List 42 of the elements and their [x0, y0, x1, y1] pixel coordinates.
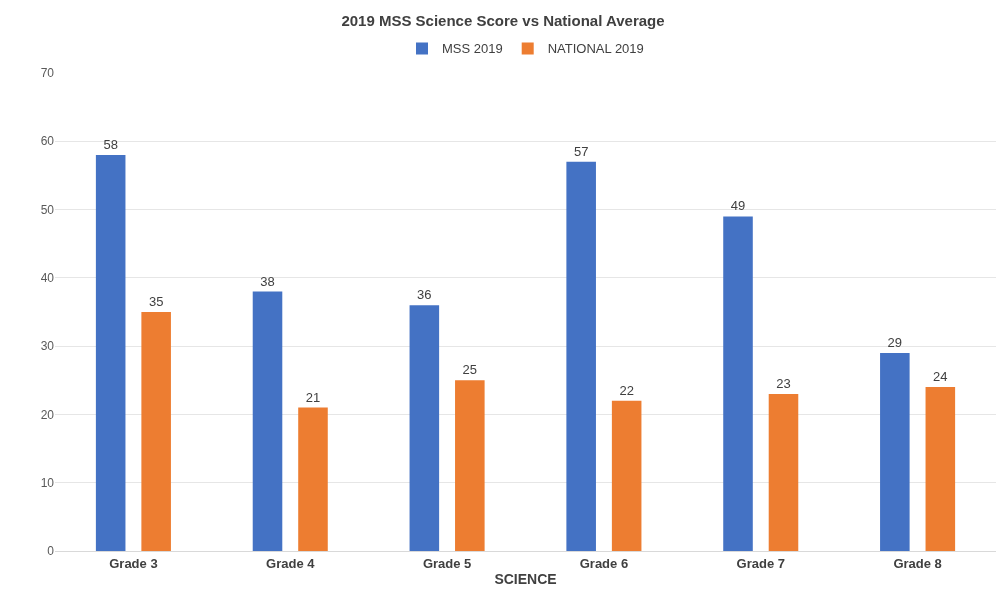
data-label: 35: [148, 294, 164, 309]
y-tick-label: 70: [40, 66, 55, 81]
bar: [768, 393, 799, 551]
y-tick-label: 20: [40, 407, 55, 422]
bar: [611, 400, 642, 551]
y-tick-label: 0: [47, 544, 55, 559]
x-tick-label: Grade 4: [266, 555, 316, 571]
chart-title: 2019 MSS Science Score vs National Average: [341, 11, 665, 29]
y-tick-label: 50: [40, 202, 55, 217]
bar: [141, 312, 171, 551]
data-label: 36: [417, 287, 432, 303]
legend-label: NATIONAL 2019: [547, 41, 644, 57]
bar: [925, 387, 956, 551]
data-label: 25: [462, 362, 478, 378]
data-label: 29: [887, 334, 903, 350]
legend-label: MSS 2019: [442, 41, 503, 57]
bar: [566, 161, 596, 551]
bar: [252, 291, 283, 551]
data-label: 57: [573, 143, 589, 159]
y-tick-label: 60: [40, 134, 55, 149]
bar: [95, 154, 126, 551]
data-label: 21: [305, 389, 321, 405]
bar: [455, 380, 485, 551]
bar: [723, 216, 753, 551]
x-tick-label: Grade 5: [422, 555, 472, 571]
bar: [409, 305, 440, 551]
y-tick-label: 30: [40, 339, 55, 354]
x-tick-label: Grade 6: [579, 555, 629, 571]
bar: [880, 352, 910, 551]
x-tick-label: Grade 8: [893, 555, 942, 571]
data-label: 23: [776, 375, 791, 391]
data-label: 38: [260, 273, 275, 289]
x-axis-title: SCIENCE: [494, 570, 557, 587]
data-label: 24: [933, 369, 948, 385]
bar: [298, 407, 328, 551]
y-tick-label: 10: [40, 475, 55, 490]
x-tick-label: Grade 3: [109, 555, 158, 571]
x-tick-label: Grade 7: [736, 555, 785, 571]
data-label: 58: [103, 136, 118, 152]
y-tick-label: 40: [40, 271, 55, 286]
data-label: 22: [619, 382, 634, 398]
data-label: 49: [730, 198, 746, 214]
